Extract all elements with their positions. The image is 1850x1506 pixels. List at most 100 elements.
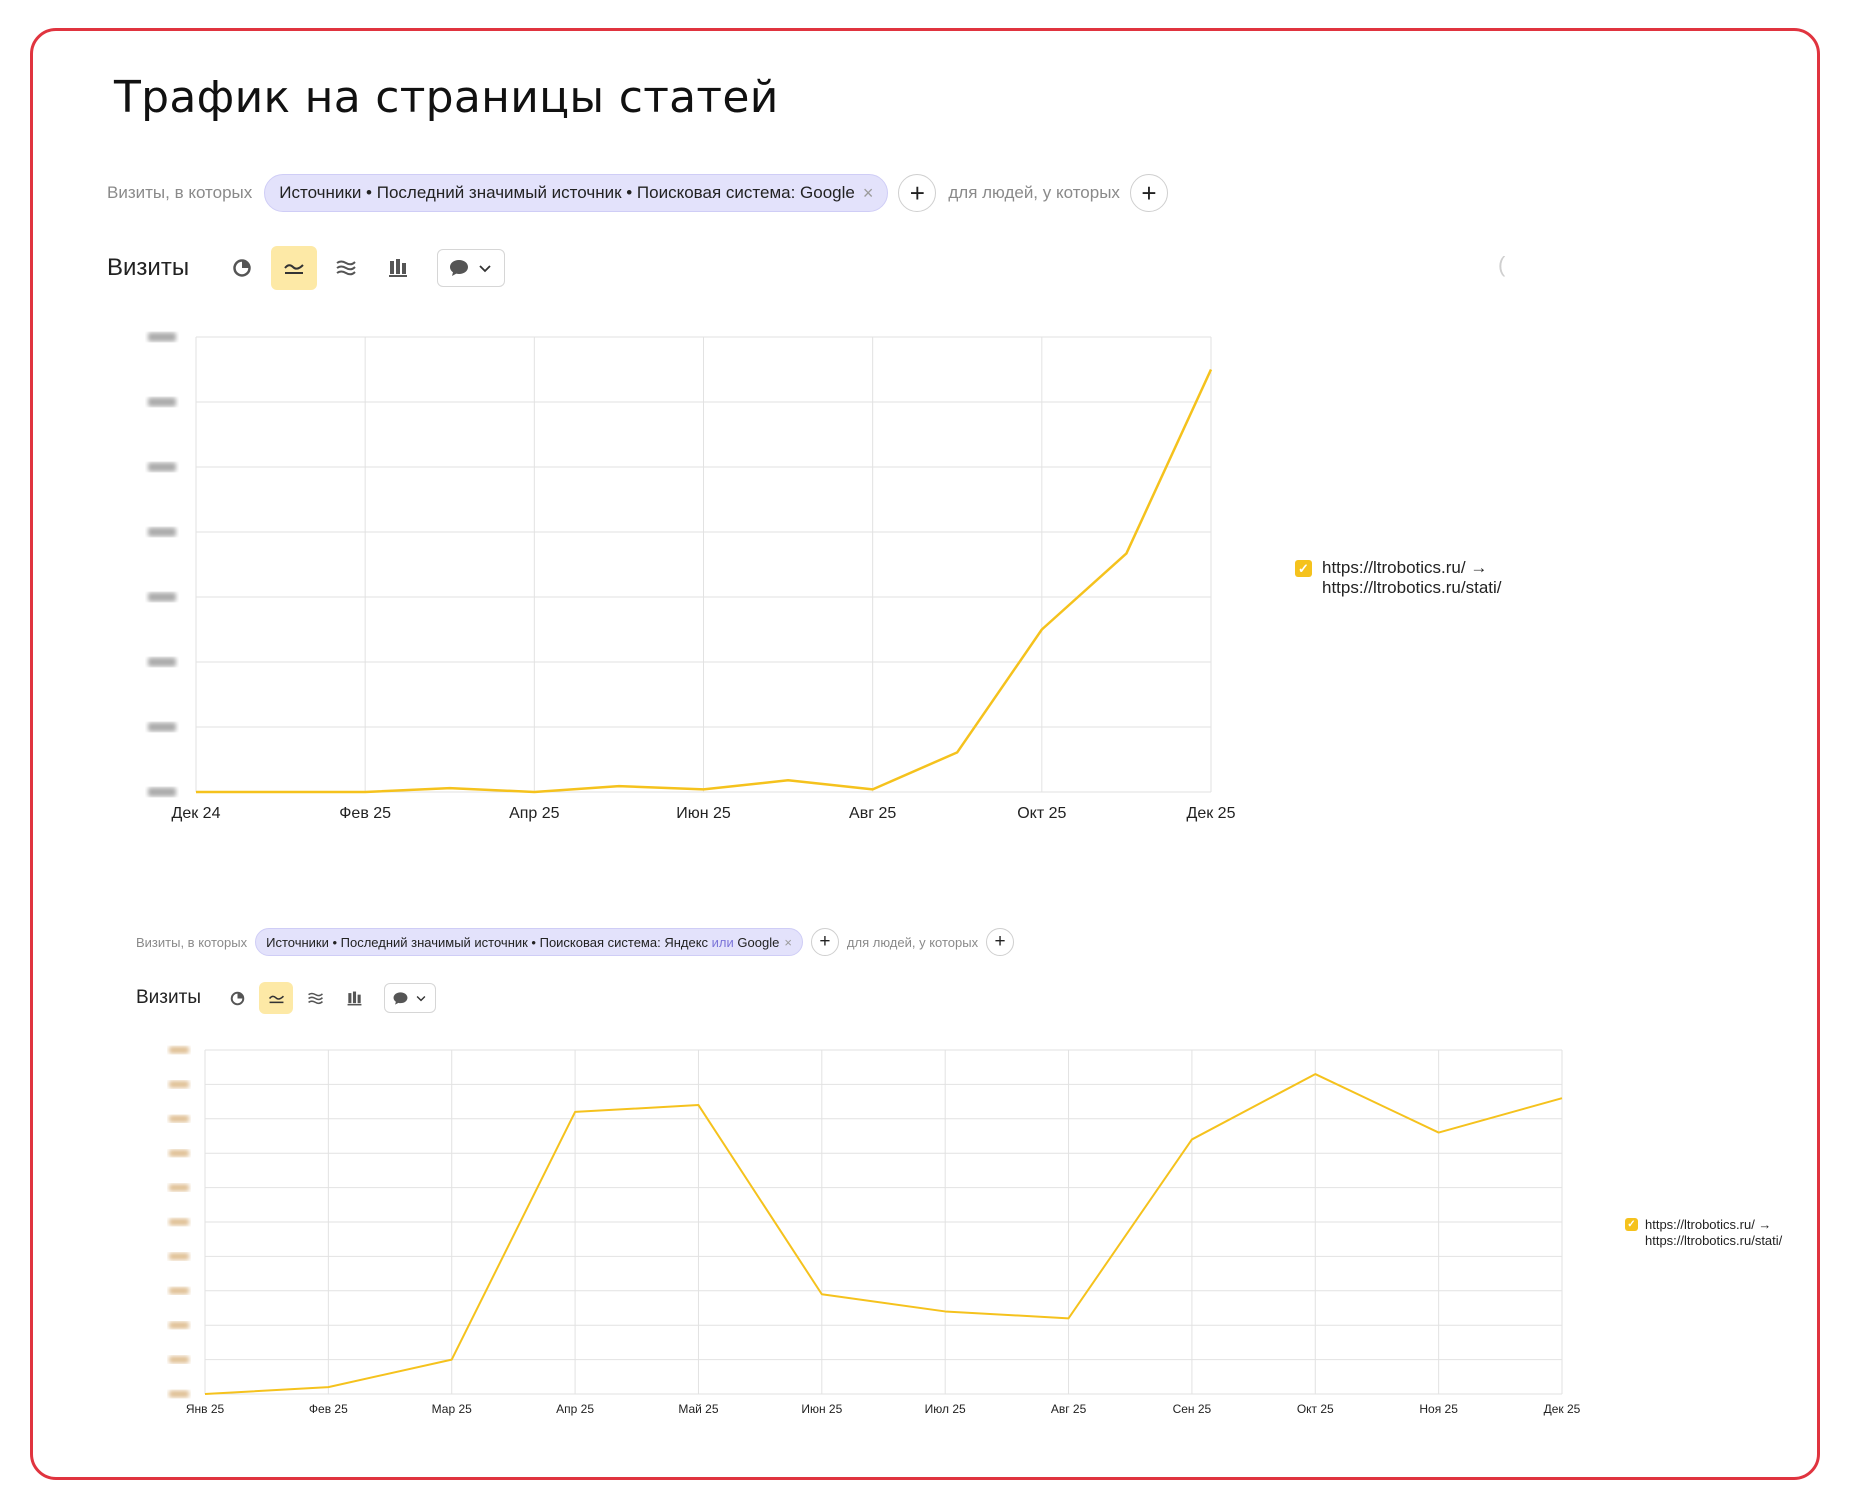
c2-ytick-blurred <box>169 1321 189 1329</box>
page-frame <box>30 28 1820 1480</box>
pie-chart-icon <box>230 991 244 1005</box>
filter-chip-text-tail: Google <box>737 934 780 950</box>
c1-x-tick-label: Дек 25 <box>1187 805 1236 822</box>
filter-label: Визиты, в которых <box>107 183 253 202</box>
plus-icon: + <box>994 931 1006 952</box>
plus-icon: + <box>909 177 925 208</box>
c1-x-tick-label: Окт 25 <box>1017 805 1066 822</box>
chevron-down-icon <box>416 995 426 1002</box>
c2-x-tick-label: Май 25 <box>678 1402 719 1416</box>
annotations-dropdown[interactable] <box>384 983 436 1013</box>
add-people-condition-button[interactable]: + <box>986 928 1015 956</box>
bar-chart-icon <box>347 991 361 1005</box>
filter-chip-or: или <box>711 934 734 950</box>
bar-chart-button[interactable] <box>337 982 371 1014</box>
bar-chart-icon <box>389 259 407 277</box>
c2-ytick-blurred <box>169 1080 189 1088</box>
legend-item[interactable]: ✓ https://ltrobotics.ru/ → https://ltrob… <box>1625 1217 1782 1248</box>
c2-series-line <box>204 1073 1563 1395</box>
c2-ytick-blurred <box>169 1356 189 1364</box>
area-chart-icon <box>336 260 356 276</box>
c1-ytick-blurred <box>148 722 176 732</box>
c1-x-tick-label: Дек 24 <box>172 805 221 822</box>
chart-1: Дек 24 Фев 25 Апр 25 Июн 25 Авг 25 Окт 25 Дек … <box>148 332 1236 822</box>
c1-ytick-blurred <box>148 462 176 472</box>
checkbox-icon[interactable]: ✓ <box>1625 1218 1638 1231</box>
c1-x-tick-label: Июн 25 <box>676 805 731 822</box>
filter-chip[interactable]: Источники • Последний значимый источник … <box>255 928 803 956</box>
comment-icon <box>393 991 408 1005</box>
c2-x-tick-label: Янв 25 <box>186 1402 225 1416</box>
segment-filter-row-2: Визиты, в которых Источники • Последний … <box>136 928 1015 956</box>
c2-ytick-blurred <box>169 1252 189 1260</box>
segment-filter-row: Визиты, в которых Источники • Последний … <box>107 174 1168 212</box>
people-filter-label: для людей, у которых <box>948 183 1120 202</box>
c1-x-tick-label: Авг 25 <box>849 805 896 822</box>
filter-chip-text-main: Источники • Последний значимый источник … <box>266 934 709 950</box>
area-chart-button[interactable] <box>298 982 332 1014</box>
pie-chart-button[interactable] <box>220 982 254 1014</box>
close-icon[interactable]: × <box>784 934 792 950</box>
c2-x-tick-label: Июл 25 <box>925 1402 966 1416</box>
metric-title: Визиты <box>107 254 190 281</box>
line-chart-button[interactable] <box>271 246 317 290</box>
legend-label-line2: https://ltrobotics.ru/stati/ <box>1645 1232 1783 1248</box>
plus-icon: + <box>1141 177 1157 208</box>
collapsed-panel-edge: ( <box>1498 252 1506 277</box>
c2-x-tick-label: Мар 25 <box>432 1402 472 1416</box>
area-chart-button[interactable] <box>323 246 369 290</box>
c2-x-tick-label: Ноя 25 <box>1419 1402 1458 1416</box>
add-condition-button[interactable]: + <box>898 174 937 212</box>
legend-label-line1: https://ltrobotics.ru/ → <box>1322 558 1488 577</box>
annotations-dropdown[interactable] <box>437 249 505 287</box>
filter-label: Визиты, в которых <box>136 934 248 950</box>
legend-item[interactable]: ✓ https://ltrobotics.ru/ → https://ltrob… <box>1295 558 1502 599</box>
legend-label-line2: https://ltrobotics.ru/stati/ <box>1322 578 1502 598</box>
c2-x-tick-label: Сен 25 <box>1173 1402 1212 1416</box>
checkbox-icon[interactable]: ✓ <box>1295 560 1312 577</box>
c2-ytick-blurred <box>169 1390 189 1398</box>
plus-icon: + <box>819 931 831 952</box>
close-icon[interactable]: × <box>862 182 874 203</box>
chart-toolbar-2: Визиты <box>136 982 436 1014</box>
c2-ytick-blurred <box>169 1115 189 1123</box>
c1-ytick-blurred <box>148 657 176 667</box>
add-people-condition-button[interactable]: + <box>1129 174 1168 212</box>
c1-x-tick-label: Фев 25 <box>339 805 391 822</box>
c1-ytick-blurred <box>148 592 176 602</box>
comment-icon <box>450 260 468 276</box>
c2-x-tick-label: Окт 25 <box>1297 1402 1334 1416</box>
c2-ytick-blurred <box>169 1149 189 1157</box>
people-filter-label: для людей, у которых <box>846 934 979 950</box>
line-chart-icon <box>284 264 304 274</box>
c2-ytick-blurred <box>169 1218 189 1226</box>
page-title: Трафик на страницы статей <box>114 72 779 123</box>
add-condition-button[interactable]: + <box>810 928 839 956</box>
legend-label-line1: https://ltrobotics.ru/ → <box>1645 1217 1772 1232</box>
c1-ytick-blurred <box>148 397 176 407</box>
chevron-down-icon <box>479 265 491 273</box>
c1-x-tick-label: Апр 25 <box>509 805 560 822</box>
c2-ytick-blurred <box>169 1046 189 1054</box>
filter-chip-text: Источники • Последний значимый источник … <box>266 935 779 950</box>
line-chart-icon <box>268 995 284 1003</box>
filter-chip-text: Источники • Последний значимый источник … <box>279 183 855 202</box>
c2-ytick-blurred <box>169 1287 189 1295</box>
c1-ytick-blurred <box>148 527 176 537</box>
pie-chart-icon <box>233 259 251 277</box>
c2-x-tick-label: Июн 25 <box>801 1402 842 1416</box>
metric-title: Визиты <box>136 987 201 1008</box>
filter-chip[interactable]: Источники • Последний значимый источник … <box>264 174 889 212</box>
c2-ytick-blurred <box>169 1184 189 1192</box>
c1-ytick-blurred <box>148 787 176 797</box>
c2-x-tick-label: Апр 25 <box>556 1402 594 1416</box>
c2-x-tick-label: Дек 25 <box>1544 1402 1581 1416</box>
line-chart-button[interactable] <box>259 982 293 1014</box>
area-chart-icon <box>307 992 323 1004</box>
chart-toolbar: Визиты <box>107 246 505 290</box>
c2-x-tick-label: Авг 25 <box>1051 1402 1087 1416</box>
pie-chart-button[interactable] <box>219 246 265 290</box>
bar-chart-button[interactable] <box>375 246 421 290</box>
c2-x-tick-label: Фев 25 <box>309 1402 348 1416</box>
